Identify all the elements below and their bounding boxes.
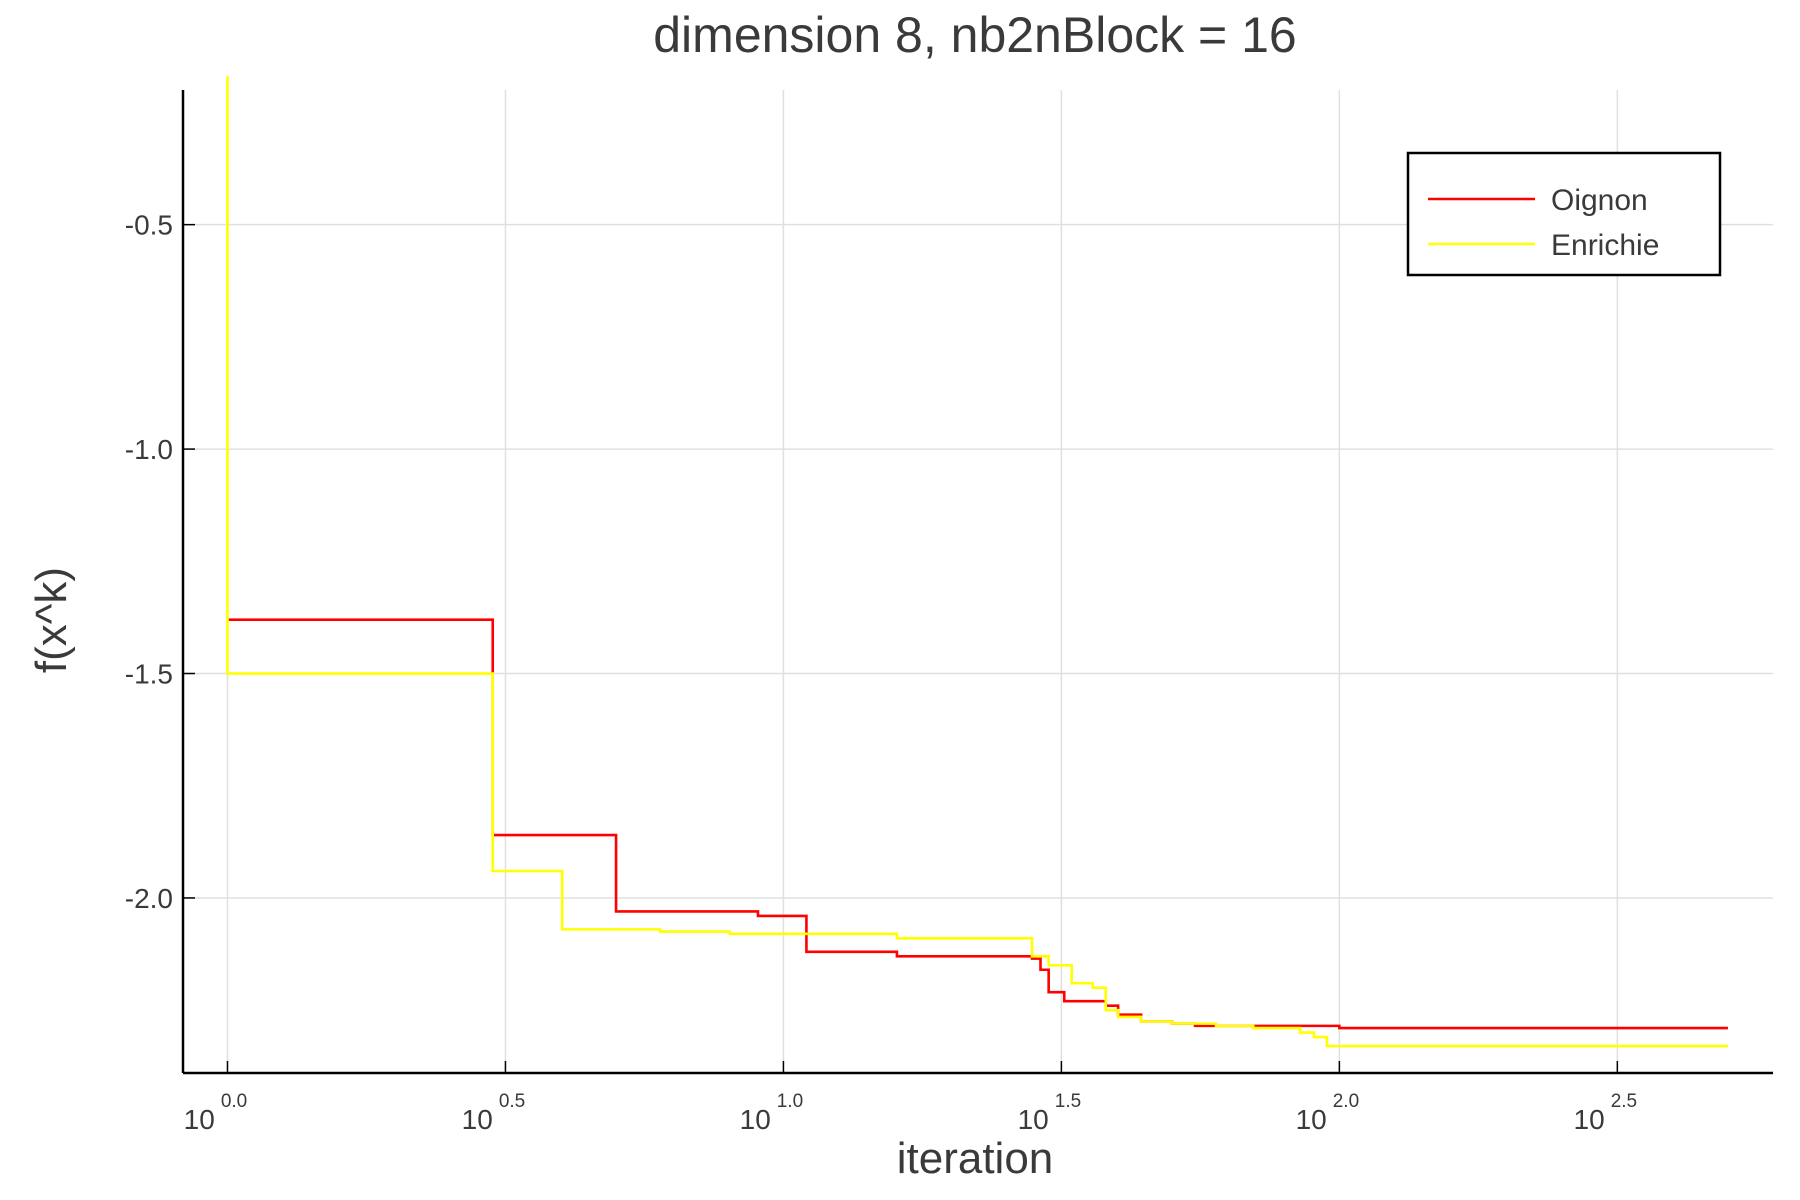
x-tick-label: 101.5 [1018, 1091, 1082, 1135]
x-axis-label: iteration [897, 1134, 1054, 1183]
x-tick-label: 102.5 [1574, 1091, 1638, 1135]
x-tick-label: 101.0 [740, 1091, 804, 1135]
legend-label: Oignon [1551, 184, 1648, 217]
x-tick-base: 10 [462, 1104, 493, 1135]
x-tick-base: 10 [184, 1104, 215, 1135]
y-tick-label: -1.0 [125, 434, 173, 465]
x-tick-exponent: 1.5 [1055, 1091, 1081, 1112]
y-tick-label: -2.0 [125, 883, 173, 914]
series-lines [226, 75, 1728, 1048]
y-axis-label: f(x^k) [27, 567, 76, 673]
x-tick-label: 102.0 [1296, 1091, 1360, 1135]
x-tick-exponent: 2.0 [1333, 1091, 1359, 1112]
x-tick-base: 10 [740, 1104, 771, 1135]
x-tick-label: 100.5 [462, 1091, 526, 1135]
legend: Oignon Enrichie [1406, 151, 1722, 277]
legend-label: Enrichie [1551, 229, 1659, 262]
x-tick-exponent: 0.0 [221, 1091, 247, 1112]
x-tick-exponent: 2.5 [1611, 1091, 1637, 1112]
x-tick-base: 10 [1296, 1104, 1327, 1135]
legend-box [1406, 151, 1722, 277]
x-tick-exponent: 1.0 [777, 1091, 803, 1112]
series-line-enrichie [226, 75, 1728, 1048]
x-tick-base: 10 [1574, 1104, 1605, 1135]
x-tick-exponent: 0.5 [499, 1091, 525, 1112]
y-tick-label: -0.5 [125, 210, 173, 241]
y-axis-ticks: -0.5 -1.0 -1.5 -2.0 [125, 210, 195, 914]
x-tick-label: 100.0 [184, 1091, 248, 1135]
axes [181, 90, 1773, 1075]
y-tick-label: -1.5 [125, 659, 173, 690]
chart-title: dimension 8, nb2nBlock = 16 [653, 7, 1296, 63]
series-line-oignon [227, 618, 1728, 1030]
x-tick-base: 10 [1018, 1104, 1049, 1135]
